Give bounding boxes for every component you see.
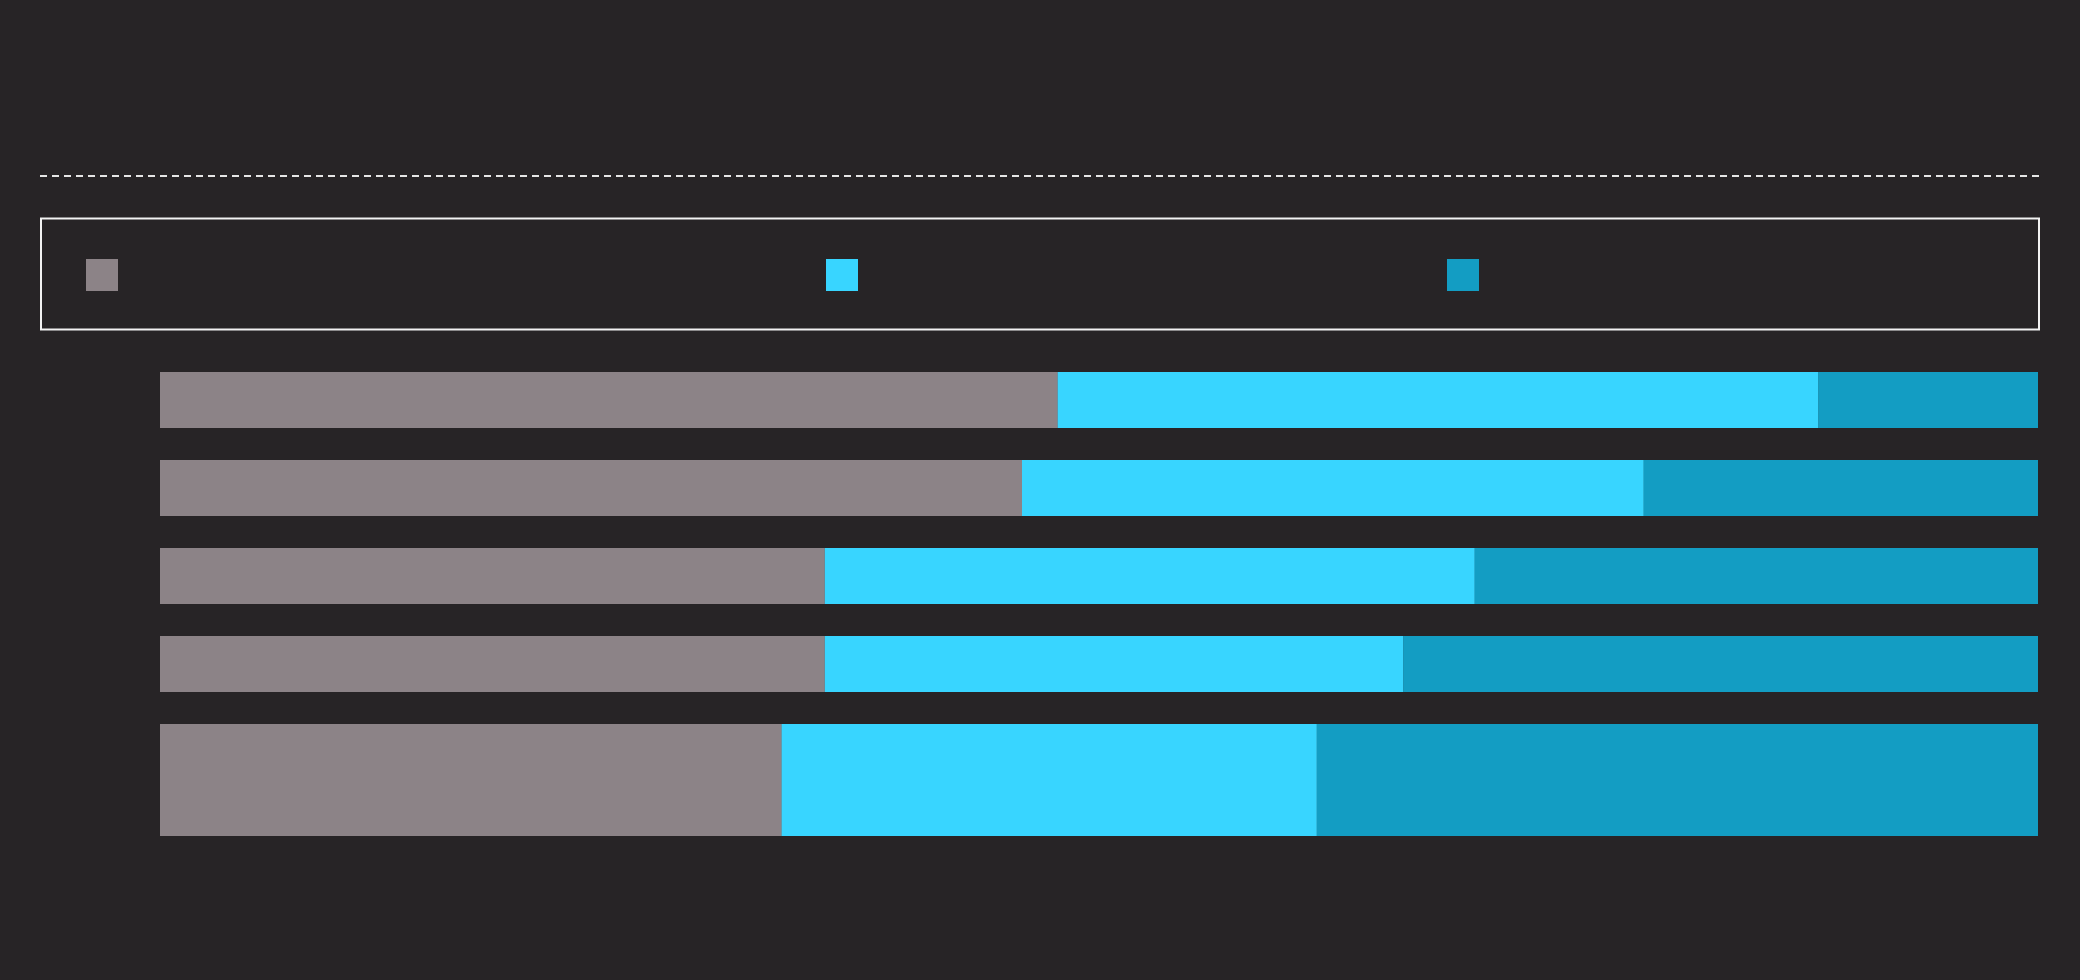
legend-box	[40, 217, 2040, 331]
bar-segment-row-5-series-3	[1316, 724, 2038, 836]
bar-segment-row-4-series-1	[160, 636, 825, 692]
bar-segment-row-2-series-1	[160, 460, 1022, 516]
bar-segment-row-3-series-1	[160, 548, 825, 604]
plot-area	[160, 372, 2038, 836]
legend-swatch-series-1	[86, 259, 118, 291]
legend	[86, 259, 1479, 291]
bar-segment-row-4-series-3	[1403, 636, 2038, 692]
bar-segment-row-2-series-2	[1022, 460, 1644, 516]
bar-segment-row-3-series-3	[1474, 548, 2038, 604]
bar-segment-row-5-series-1	[160, 724, 782, 836]
bar-segment-row-3-series-2	[824, 548, 1475, 604]
bar-segment-row-1-series-3	[1818, 372, 2038, 428]
bar-segment-row-4-series-2	[824, 636, 1404, 692]
legend-swatch-series-3	[1447, 259, 1479, 291]
bar-segment-row-2-series-3	[1643, 460, 2038, 516]
bar-segment-row-1-series-1	[160, 372, 1058, 428]
legend-swatch-series-2	[826, 259, 858, 291]
bar-segment-row-5-series-2	[781, 724, 1317, 836]
bar-segment-row-1-series-2	[1057, 372, 1819, 428]
